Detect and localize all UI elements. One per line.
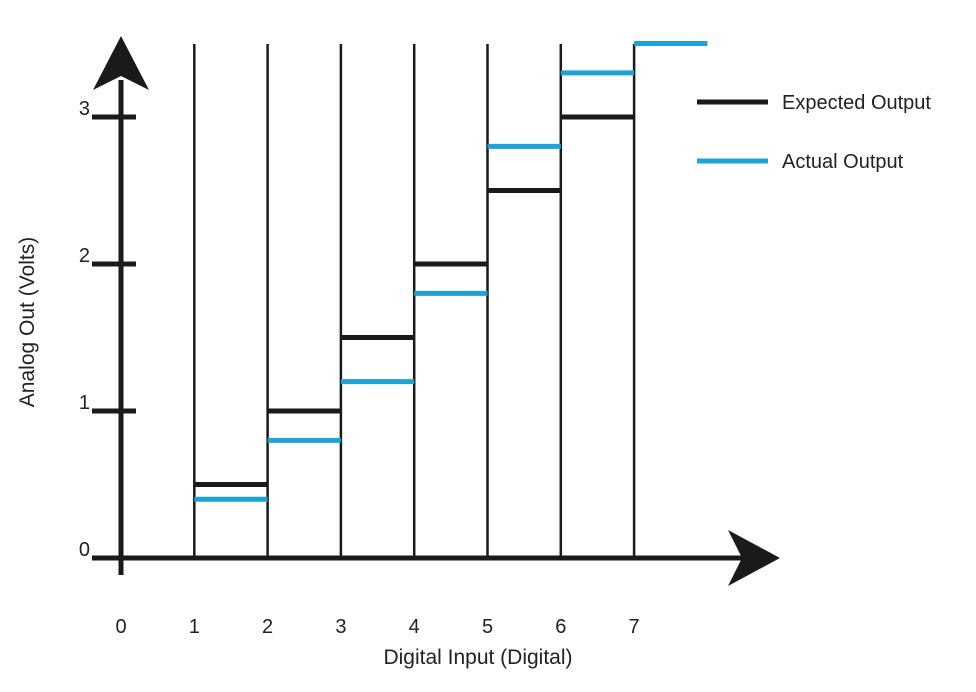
x-tick-label-7: 7	[629, 616, 640, 638]
x-tick-label-4: 4	[409, 616, 420, 638]
x-tick-label-3: 3	[335, 616, 346, 638]
y-tick-label-3: 3	[79, 98, 90, 120]
x-tick-label-2: 2	[262, 616, 273, 638]
legend-label-actual-output: Actual Output	[782, 151, 904, 173]
tick-labels: 0 1 2 3 0 1 2 3 4 5 6 7	[79, 98, 640, 638]
x-axis-title: Digital Input (Digital)	[383, 646, 572, 669]
x-tick-label-6: 6	[555, 616, 566, 638]
y-tick-label-2: 2	[79, 245, 90, 267]
y-axis-arrowhead	[93, 36, 149, 90]
legend-label-expected-output: Expected Output	[782, 92, 931, 114]
series-expected-output	[194, 114, 635, 487]
x-tick-label-1: 1	[189, 616, 200, 638]
vertical-divider-lines	[193, 44, 636, 558]
y-tick-label-0: 0	[79, 539, 90, 561]
x-tick-label-5: 5	[482, 616, 493, 638]
axes	[92, 36, 780, 586]
legend: Expected Output Actual Output	[697, 92, 931, 173]
x-tick-label-0: 0	[115, 616, 126, 638]
y-tick-label-1: 1	[79, 392, 90, 414]
y-axis-title: Analog Out (Volts)	[16, 237, 39, 407]
x-axis-arrowhead	[728, 530, 780, 586]
